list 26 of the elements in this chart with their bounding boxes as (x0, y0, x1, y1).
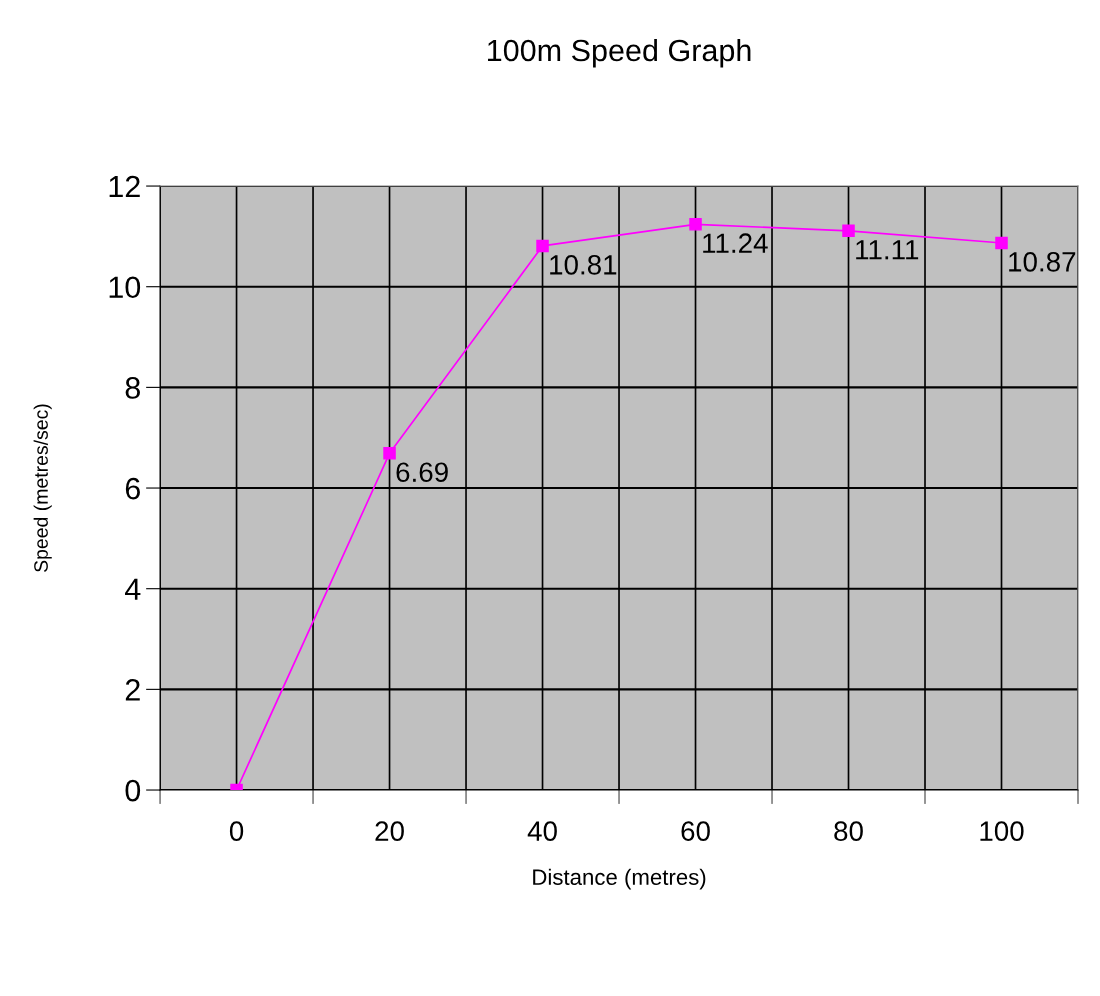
x-tick-label: 0 (229, 821, 244, 841)
y-tick-label: 0 (125, 779, 141, 802)
y-tick-label: 6 (125, 477, 140, 500)
y-tick-label: 8 (125, 377, 140, 399)
x-tick-label: 40 (527, 821, 557, 841)
data-label: 6.69 (396, 462, 448, 483)
y-tick-label: 2 (125, 679, 140, 701)
x-tick-label: 100 (980, 821, 1024, 841)
y-tick-label: 10 (109, 276, 141, 299)
y-tick-label: 4 (125, 578, 141, 600)
x-tick-label: 80 (834, 821, 863, 841)
data-label: 11.24 (703, 233, 768, 253)
data-label: 11.11 (856, 240, 919, 260)
y-tick-label: 12 (109, 175, 140, 198)
x-tick-label: 60 (681, 821, 710, 841)
data-label: 10.87 (1009, 251, 1076, 272)
x-axis-title: Distance (metres) (533, 868, 706, 890)
chart-title: 100m Speed Graph (488, 38, 751, 68)
point (995, 236, 1008, 250)
point (536, 239, 549, 253)
y-axis-title: Speed (metres/sec) (33, 404, 52, 572)
point (383, 447, 396, 460)
point (842, 224, 855, 238)
data-label: 10.81 (550, 255, 617, 275)
x-tick-label: 20 (375, 821, 404, 841)
point (689, 218, 702, 231)
